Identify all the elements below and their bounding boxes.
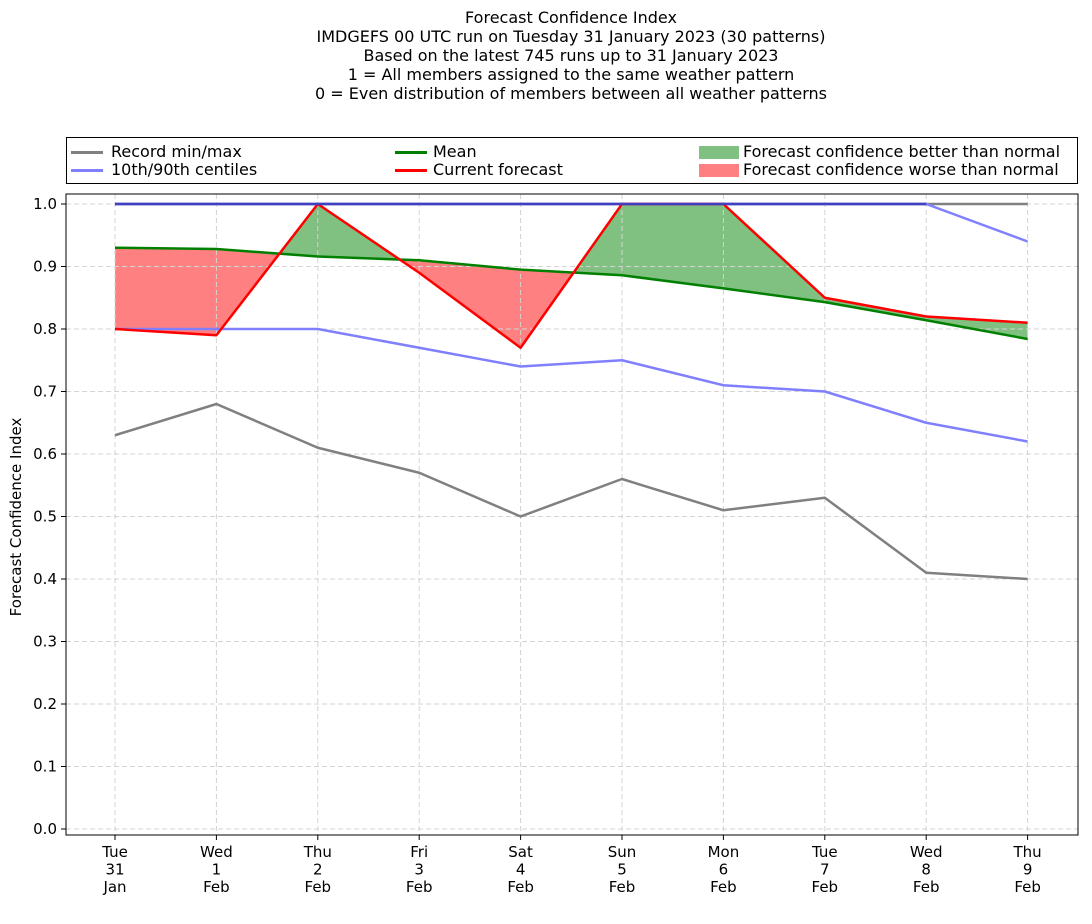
y-tick-label: 0.0 — [33, 820, 57, 838]
x-tick-label: Feb — [203, 878, 230, 896]
x-tick-label: Thu — [1013, 843, 1042, 861]
legend: Record min/max 10th/90th centiles Mean C… — [66, 137, 1078, 184]
legend-swatch-better — [699, 146, 739, 159]
legend-swatch-worse — [699, 164, 739, 177]
x-tick-label: Tue — [811, 843, 838, 861]
x-tick-label: 6 — [719, 861, 729, 879]
x-tick-label: 31 — [105, 861, 124, 879]
x-tick-label: Mon — [708, 843, 740, 861]
y-tick-label: 0.7 — [33, 383, 57, 401]
centile-90th-line — [115, 202, 1029, 243]
y-tick-label: 0.4 — [33, 570, 57, 588]
centile-10th-line — [115, 327, 1028, 443]
legend-swatch-mean — [395, 151, 427, 154]
legend-label-better: Forecast confidence better than normal — [743, 142, 1061, 161]
y-tick-label: 0.3 — [33, 633, 57, 651]
y-tick-label: 0.9 — [33, 258, 57, 276]
legend-label-current: Current forecast — [433, 160, 563, 179]
fill-better-than-normal — [573, 204, 1028, 339]
confidence-fill-areas — [115, 204, 1028, 348]
chart-title: Forecast Confidence Index IMDGEFS 00 UTC… — [50, 8, 1092, 103]
legend-swatch-current — [395, 169, 427, 172]
y-tick-label: 0.5 — [33, 508, 57, 526]
x-tick-label: 8 — [921, 861, 931, 879]
legend-label-centiles: 10th/90th centiles — [111, 160, 258, 179]
series-lines — [114, 202, 1029, 581]
x-tick-label: Feb — [1014, 878, 1041, 896]
x-tick-label: 3 — [414, 861, 424, 879]
title-line-5: 0 = Even distribution of members between… — [314, 84, 828, 103]
legend-label-record: Record min/max — [111, 142, 242, 161]
x-tick-label: Feb — [812, 878, 839, 896]
fill-worse-than-normal — [399, 259, 574, 348]
y-tick-label: 0.1 — [33, 758, 57, 776]
x-tick-label: Wed — [910, 843, 943, 861]
x-tick-label: Tue — [101, 843, 128, 861]
x-tick-label: 4 — [516, 861, 526, 879]
x-tick-label: Wed — [200, 843, 233, 861]
title-line-4: 1 = All members assigned to the same wea… — [347, 65, 795, 84]
y-tick-label: 0.2 — [33, 695, 57, 713]
x-axis: Tue31JanWed1FebThu2FebFri3FebSat4FebSun5… — [101, 835, 1042, 896]
legend-label-worse: Forecast confidence worse than normal — [743, 160, 1059, 179]
x-tick-label: Feb — [305, 878, 332, 896]
x-tick-label: Jan — [102, 878, 126, 896]
legend-swatch-record — [71, 151, 103, 154]
fill-better-than-normal — [279, 204, 400, 260]
x-tick-label: Feb — [710, 878, 737, 896]
y-axis: 0.0 0.1 0.2 0.3 0.4 0.5 0.6 0.7 0.8 0.9 1.0 — [33, 195, 66, 838]
x-tick-label: 5 — [617, 861, 627, 879]
legend-label-mean: Mean — [433, 142, 477, 161]
x-tick-label: 1 — [212, 861, 222, 879]
y-tick-label: 0.6 — [33, 445, 57, 463]
x-tick-label: Fri — [410, 843, 428, 861]
current-forecast-line — [114, 202, 1028, 349]
x-tick-label: 9 — [1023, 861, 1033, 879]
x-tick-label: 7 — [820, 861, 830, 879]
mean-line — [114, 246, 1028, 341]
x-tick-label: Feb — [913, 878, 940, 896]
y-tick-label: 1.0 — [33, 195, 57, 213]
y-axis-label: Forecast Confidence Index — [7, 418, 25, 617]
x-tick-label: Feb — [406, 878, 433, 896]
x-tick-label: Sat — [508, 843, 533, 861]
fill-worse-than-normal — [115, 247, 280, 336]
title-line-2: IMDGEFS 00 UTC run on Tuesday 31 January… — [316, 27, 826, 46]
y-tick-label: 0.8 — [33, 320, 57, 338]
x-tick-label: 2 — [313, 861, 323, 879]
x-tick-label: Feb — [609, 878, 636, 896]
title-line-1: Forecast Confidence Index — [465, 8, 677, 27]
title-line-3: Based on the latest 745 runs up to 31 Ja… — [363, 46, 779, 65]
record-min-line — [114, 402, 1028, 581]
legend-swatch-centiles — [71, 169, 103, 172]
plot-frame — [65, 193, 1079, 836]
x-tick-label: Sun — [608, 843, 637, 861]
x-tick-label: Feb — [507, 878, 534, 896]
x-tick-label: Thu — [303, 843, 332, 861]
